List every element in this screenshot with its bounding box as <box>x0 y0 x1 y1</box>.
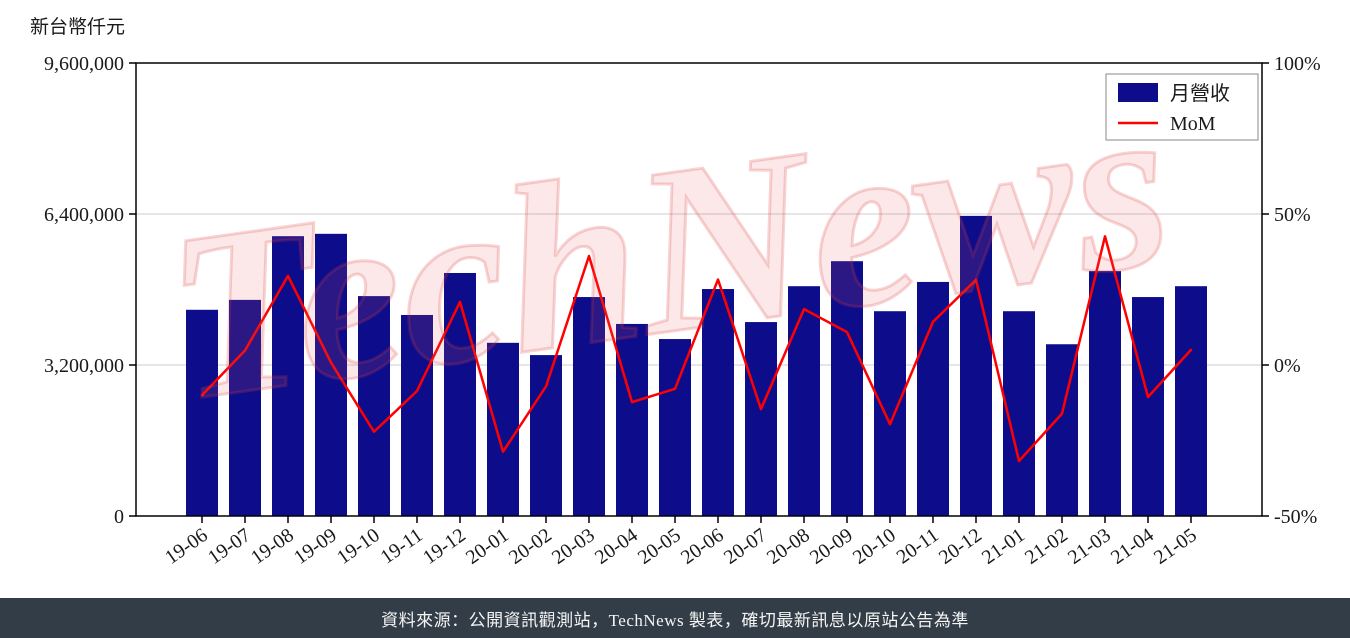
revenue-bar <box>401 314 433 516</box>
left-axis-tick-label: 6,400,000 <box>44 204 124 226</box>
revenue-bar <box>530 355 562 516</box>
revenue-bar <box>1132 297 1164 516</box>
revenue-bar <box>272 236 304 516</box>
revenue-mom-chart: TechNews03,200,0006,400,0009,600,000-50%… <box>44 47 1321 569</box>
right-axis-tick-label: 0% <box>1274 355 1301 377</box>
x-axis-tick-label: 20-04 <box>591 524 642 569</box>
x-axis-tick-label: 19-08 <box>247 524 298 569</box>
right-axis-tick-label: 50% <box>1274 204 1311 226</box>
revenue-bar <box>960 215 992 516</box>
x-axis-tick-label: 19-12 <box>419 524 470 569</box>
x-axis-tick-label: 20-02 <box>505 524 556 569</box>
right-axis-tick-label: 100% <box>1274 53 1321 75</box>
x-axis-tick-label: 19-10 <box>333 524 384 569</box>
revenue-bar <box>444 272 476 516</box>
legend-bar-swatch <box>1118 83 1158 102</box>
plot-frame <box>135 62 1263 517</box>
x-axis-tick-label: 20-03 <box>548 524 599 569</box>
right-axis-tick-label: -50% <box>1274 506 1317 528</box>
x-axis-tick-label: 20-10 <box>849 524 900 569</box>
source-footer: 資料來源：公開資訊觀測站，TechNews 製表，確切最新訊息以原站公告為準 <box>0 598 1350 638</box>
revenue-bar <box>874 311 906 516</box>
x-axis-tick-label: 20-07 <box>720 524 771 569</box>
x-axis-tick-label: 20-06 <box>677 524 728 569</box>
left-axis-tick-label: 9,600,000 <box>44 53 124 75</box>
revenue-bar <box>487 342 519 516</box>
mom-line <box>200 235 1193 463</box>
x-axis-tick-label: 21-05 <box>1150 524 1201 569</box>
x-axis-tick-label: 20-08 <box>763 524 814 569</box>
revenue-bar <box>573 297 605 516</box>
revenue-bar <box>1089 271 1121 516</box>
revenue-bar <box>702 289 734 516</box>
revenue-bar <box>831 261 863 516</box>
revenue-bar <box>616 323 648 516</box>
x-axis-tick-label: 20-01 <box>462 524 513 569</box>
x-axis-tick-label: 21-04 <box>1107 524 1158 569</box>
legend-line-label: MoM <box>1170 113 1216 135</box>
x-axis-tick-label: 21-01 <box>978 524 1029 569</box>
source-footer-text: 資料來源：公開資訊觀測站，TechNews 製表，確切最新訊息以原站公告為準 <box>381 610 969 630</box>
revenue-bar <box>358 296 390 516</box>
x-axis-tick-label: 20-11 <box>893 524 943 568</box>
x-axis-tick-label: 20-12 <box>935 524 986 569</box>
x-axis-tick-label: 19-07 <box>204 524 255 569</box>
revenue-bar <box>788 286 820 516</box>
x-axis-tick-label: 21-03 <box>1064 524 1115 569</box>
left-axis-tick-label: 0 <box>114 506 124 528</box>
x-axis-tick-label: 19-06 <box>161 524 212 569</box>
x-axis-tick-label: 20-09 <box>806 524 857 569</box>
revenue-bar <box>315 233 347 516</box>
revenue-bar <box>745 322 777 516</box>
revenue-bar <box>186 309 218 516</box>
revenue-bar <box>1175 286 1207 516</box>
revenue-bar <box>659 339 691 516</box>
x-axis-tick-label: 19-09 <box>290 524 341 569</box>
x-axis-tick-label: 20-05 <box>634 524 685 569</box>
axis-unit-label: 新台幣仟元 <box>30 17 126 38</box>
left-axis-tick-label: 3,200,000 <box>44 355 124 377</box>
x-axis-tick-label: 19-11 <box>377 524 427 568</box>
revenue-bar <box>229 299 261 516</box>
legend-bar-label: 月營收 <box>1170 82 1230 105</box>
x-axis-tick-label: 21-02 <box>1021 524 1072 569</box>
